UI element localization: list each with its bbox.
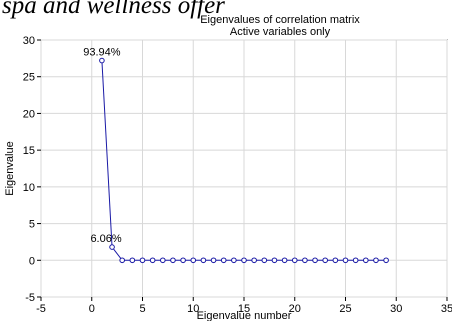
- y-tick-label: 10: [23, 182, 35, 194]
- data-point: [373, 257, 379, 264]
- x-tick-label: 5: [139, 303, 145, 315]
- data-point: [363, 257, 369, 264]
- data-point: [281, 257, 288, 264]
- data-point: [352, 257, 359, 264]
- data-point: [302, 257, 308, 264]
- data-point: [322, 257, 329, 264]
- data-point: [190, 257, 197, 264]
- data-point: [220, 257, 227, 264]
- x-axis-title: Eigenvalue number: [197, 310, 292, 321]
- data-point: [180, 257, 186, 264]
- data-point: [332, 257, 339, 264]
- data-point: [291, 257, 298, 264]
- y-tick-label: -5: [25, 292, 35, 304]
- data-point: [170, 257, 176, 264]
- data-point: [160, 257, 166, 264]
- y-tick-label: 30: [23, 35, 35, 47]
- y-tick-label: 20: [23, 108, 35, 120]
- data-point: [129, 257, 136, 264]
- data-point: [149, 257, 156, 264]
- x-tick-label: 30: [390, 303, 402, 315]
- header-text-fragment: spa and wellness offer: [2, 0, 225, 19]
- data-point: [99, 57, 105, 64]
- data-point: [119, 257, 125, 264]
- y-tick-label: 5: [29, 219, 35, 231]
- data-point: [312, 257, 318, 264]
- x-tick-label: 35: [441, 303, 452, 315]
- x-tick-label: 15: [238, 303, 250, 315]
- data-point: [231, 257, 237, 264]
- data-label: 6.06%: [90, 233, 121, 245]
- data-point: [261, 257, 268, 264]
- y-axis-title: Eigenvalue: [4, 141, 16, 195]
- y-tick-label: 0: [29, 255, 35, 267]
- y-tick-label: 25: [23, 72, 35, 84]
- data-point: [210, 257, 217, 264]
- x-tick-label: 20: [289, 303, 301, 315]
- x-tick-label: 0: [89, 303, 95, 315]
- y-tick-label: 15: [23, 145, 35, 157]
- data-point: [241, 257, 247, 264]
- data-point: [271, 257, 278, 264]
- data-point: [342, 257, 349, 264]
- x-tick-label: 10: [187, 303, 199, 315]
- x-tick-label: 25: [339, 303, 351, 315]
- data-point: [251, 257, 257, 264]
- data-point: [383, 257, 389, 264]
- data-point: [139, 257, 146, 264]
- x-tick-label: -5: [36, 303, 46, 315]
- chart-subtitle: Active variables only: [229, 26, 331, 38]
- data-point: [200, 257, 207, 264]
- chart-title: Eigenvalues of correlation matrix: [200, 14, 360, 26]
- data-label: 93.94%: [83, 47, 121, 59]
- data-point: [109, 244, 115, 250]
